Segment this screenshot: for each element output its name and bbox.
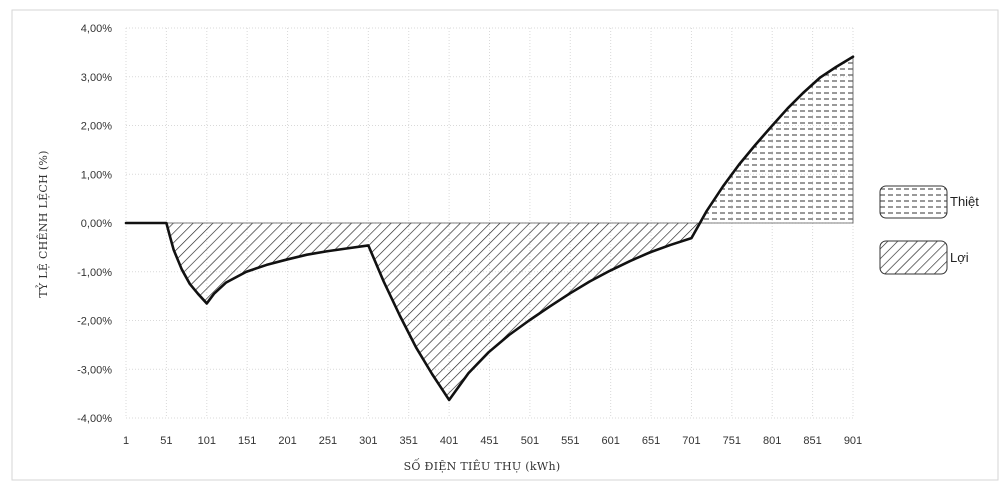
x-tick-label: 601 xyxy=(601,435,619,447)
y-axis-title: TỶ LỆ CHÊNH LỆCH (%) xyxy=(35,150,50,298)
legend-swatch-thiet xyxy=(879,185,948,219)
x-tick-label: 351 xyxy=(400,435,418,447)
x-tick-label: 251 xyxy=(319,435,337,447)
x-tick-label: 551 xyxy=(561,435,579,447)
x-tick-label: 801 xyxy=(763,435,781,447)
x-tick-label: 451 xyxy=(480,435,498,447)
area-loi xyxy=(126,222,701,401)
y-tick-label: 0,00% xyxy=(81,218,112,230)
x-tick-labels: 1 51 101 151 201 251 301 351 401 451 501 551 601 651 7… xyxy=(123,435,862,447)
x-tick-label: 701 xyxy=(682,435,700,447)
area-thiet xyxy=(699,56,854,224)
x-tick-label: 751 xyxy=(723,435,741,447)
y-tick-label: 3,00% xyxy=(81,72,112,84)
y-tick-label: -2,00% xyxy=(77,316,112,328)
legend-label-loi: Lợi xyxy=(950,250,969,265)
x-tick-label: 851 xyxy=(803,435,821,447)
y-tick-label: 1,00% xyxy=(81,169,112,181)
y-tick-label: -3,00% xyxy=(77,364,112,376)
x-tick-label: 651 xyxy=(642,435,660,447)
legend-swatch-loi xyxy=(879,240,948,275)
y-tick-label: 4,00% xyxy=(81,23,112,35)
x-tick-label: 201 xyxy=(278,435,296,447)
x-tick-label: 901 xyxy=(844,435,862,447)
curve-layer xyxy=(124,55,855,402)
series-line xyxy=(124,55,855,402)
x-tick-label: 501 xyxy=(521,435,539,447)
x-tick-label: 151 xyxy=(238,435,256,447)
legend: Thiệt Lợi xyxy=(879,185,979,275)
y-tick-label: -4,00% xyxy=(77,413,112,425)
y-tick-label: -1,00% xyxy=(77,267,112,279)
x-tick-label: 1 xyxy=(123,435,129,447)
x-axis-title: SỐ ĐIỆN TIÊU THỤ (kWh) xyxy=(404,458,561,473)
y-tick-label: 2,00% xyxy=(81,121,112,133)
legend-label-thiet: Thiệt xyxy=(950,194,979,209)
x-tick-label: 101 xyxy=(198,435,216,447)
x-tick-label: 301 xyxy=(359,435,377,447)
areas xyxy=(126,56,854,401)
x-tick-label: 401 xyxy=(440,435,458,447)
chart-frame xyxy=(11,9,999,481)
x-tick-label: 51 xyxy=(160,435,172,447)
y-tick-labels: 4,00% 3,00% 2,00% 1,00% 0,00% -1,00% -2,00% -3,… xyxy=(77,23,112,425)
